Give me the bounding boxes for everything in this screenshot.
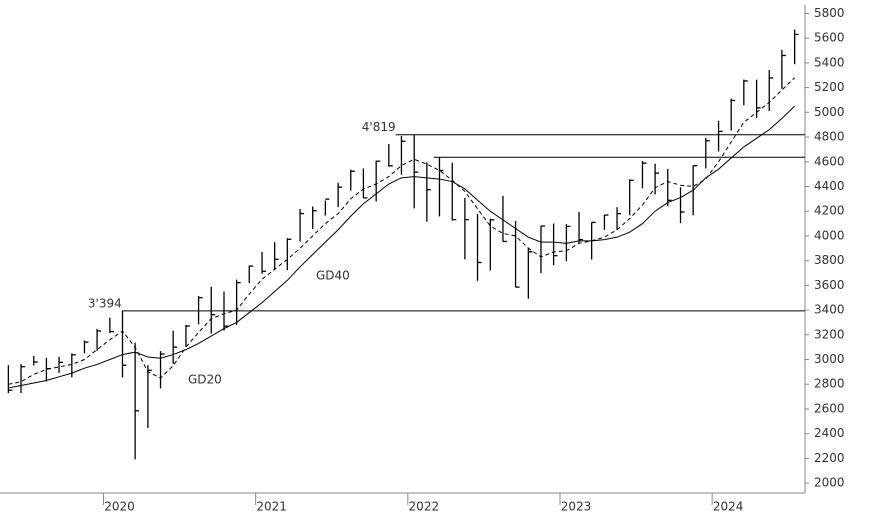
level-label: 4'819 bbox=[362, 120, 396, 134]
y-tick-label: 4000 bbox=[814, 228, 845, 242]
moving-average bbox=[8, 77, 795, 385]
x-tick-label: 2024 bbox=[713, 500, 744, 514]
y-tick-label: 2600 bbox=[814, 401, 845, 415]
series-label: GD20 bbox=[188, 373, 222, 387]
x-tick-label: 2021 bbox=[256, 500, 287, 514]
y-tick-label: 5800 bbox=[814, 6, 845, 20]
y-tick-label: 3000 bbox=[814, 352, 845, 366]
y-tick-label: 4200 bbox=[814, 204, 845, 218]
y-tick-label: 5200 bbox=[814, 80, 845, 94]
y-tick-label: 2400 bbox=[814, 426, 845, 440]
moving-average bbox=[8, 105, 795, 389]
y-tick-label: 2200 bbox=[814, 451, 845, 465]
y-tick-label: 3200 bbox=[814, 327, 845, 341]
x-tick-label: 2020 bbox=[104, 500, 135, 514]
x-tick-label: 2023 bbox=[561, 500, 592, 514]
y-tick-label: 5600 bbox=[814, 31, 845, 45]
y-tick-label: 4400 bbox=[814, 179, 845, 193]
y-tick-label: 4600 bbox=[814, 154, 845, 168]
y-tick-label: 3600 bbox=[814, 278, 845, 292]
y-tick-label: 3800 bbox=[814, 253, 845, 267]
y-tick-label: 3400 bbox=[814, 303, 845, 317]
level-label: 3'394 bbox=[88, 296, 122, 310]
y-tick-label: 5400 bbox=[814, 55, 845, 69]
series-label: GD40 bbox=[316, 269, 350, 283]
y-tick-label: 2000 bbox=[814, 476, 845, 490]
x-tick-label: 2022 bbox=[409, 500, 440, 514]
y-tick-label: 5000 bbox=[814, 105, 845, 119]
y-tick-label: 2800 bbox=[814, 377, 845, 391]
y-tick-label: 4800 bbox=[814, 130, 845, 144]
